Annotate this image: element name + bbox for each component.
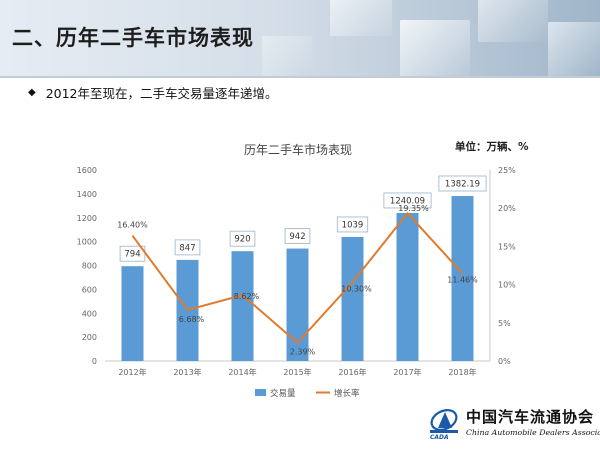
decorative-cube — [330, 0, 392, 36]
line-data-label: 6.68% — [179, 315, 205, 324]
bar-data-label: 1240.09 — [390, 196, 425, 206]
legend-swatch-bar — [255, 389, 266, 396]
bar-label-box — [229, 230, 256, 247]
line-data-label: 16.40% — [117, 221, 148, 230]
bullet-text: 2012年至现在，二手车交易量逐年递增。 — [45, 86, 278, 101]
x-tick-label: 2012年 — [118, 367, 146, 377]
decorative-cube — [478, 0, 548, 42]
left-tick-label: 1200 — [77, 214, 97, 223]
bar-label-box — [336, 216, 369, 233]
right-tick-label: 0% — [498, 357, 511, 366]
bar — [231, 251, 254, 361]
logo-abbr: CADA — [430, 434, 449, 441]
line-data-label: 19.35% — [398, 204, 429, 213]
bar-data-label: 1039 — [342, 220, 364, 230]
line-data-label: 2.39% — [290, 348, 316, 357]
right-tick-label: 20% — [498, 204, 516, 213]
left-tick-label: 800 — [82, 262, 97, 271]
line-data-label: 11.46% — [447, 275, 478, 284]
right-axis-ticks: 0% 5% 10% 15% 20% 25% — [498, 166, 516, 366]
left-tick-label: 600 — [82, 285, 97, 294]
bar-data-label: 942 — [289, 232, 305, 242]
line-data-labels: 16.40% 6.68% 8.62% 2.39% 10.30% 19.35% 11.46% — [117, 204, 478, 357]
left-tick-label: 400 — [82, 309, 97, 318]
bar — [451, 196, 474, 361]
bar-label-box — [438, 175, 487, 192]
left-tick-label: 1600 — [77, 166, 97, 175]
left-axis-ticks: 0 200 400 600 800 1000 1200 1400 1600 — [77, 166, 97, 366]
line-data-label: 8.62% — [234, 292, 260, 301]
decorative-cube — [400, 20, 470, 76]
legend: 交易量 增长率 — [255, 388, 360, 399]
bar — [396, 212, 419, 361]
right-tick-label: 5% — [498, 319, 511, 328]
left-tick-label: 1000 — [77, 238, 97, 247]
diamond-bullet-icon: ◆ — [28, 87, 36, 98]
bar-data-labels: 794 847 920 942 1039 1240.09 1382.19 — [119, 175, 487, 262]
right-tick-label: 15% — [498, 242, 516, 251]
x-tick-label: 2015年 — [283, 367, 311, 377]
bar-label-box — [284, 228, 311, 244]
bar-label-box — [174, 239, 201, 256]
bar-label-box — [383, 192, 432, 209]
x-tick-label: 2014年 — [228, 367, 256, 377]
x-tick-label: 2016年 — [338, 367, 366, 377]
chart-title: 历年二手车市场表现 — [244, 142, 352, 157]
decorative-cube — [548, 22, 600, 76]
legend-label-bar: 交易量 — [270, 388, 296, 399]
decorative-cube — [262, 36, 312, 76]
bullet-point: ◆ 2012年至现在，二手车交易量逐年递增。 — [28, 83, 278, 102]
header-divider — [0, 76, 600, 78]
bar-data-label: 1382.19 — [445, 180, 480, 190]
growth-line — [131, 212, 464, 344]
bar-data-label: 847 — [179, 243, 195, 253]
bar-series — [121, 196, 474, 361]
page-title: 二、历年二手车市场表现 — [12, 26, 254, 50]
legend-label-line: 增长率 — [334, 388, 360, 399]
cada-emblem-icon — [430, 409, 458, 433]
left-tick-label: 1400 — [77, 190, 97, 199]
left-tick-label: 0 — [92, 357, 97, 366]
bar — [286, 248, 309, 361]
header-banner: 二、历年二手车市场表现 — [0, 0, 600, 76]
x-axis-ticks: 2012年 2013年 2014年 2015年 2016年 2017年 2018年 — [118, 367, 476, 377]
x-tick-label: 2018年 — [448, 367, 476, 377]
line-series — [131, 212, 464, 344]
bar — [341, 236, 364, 361]
bar-data-label: 794 — [124, 250, 140, 260]
left-tick-label: 200 — [82, 333, 97, 342]
unit-note: 单位：万辆、% — [455, 140, 529, 153]
x-tick-label: 2013年 — [173, 367, 201, 377]
x-tick-label: 2017年 — [393, 367, 421, 377]
right-tick-label: 25% — [498, 166, 516, 175]
logo-chinese-name: 中国汽车流通协会 — [466, 408, 595, 426]
right-tick-label: 10% — [498, 281, 516, 290]
bar-data-label: 920 — [234, 235, 250, 245]
bar — [121, 266, 144, 361]
line-data-label: 10.30% — [341, 284, 372, 293]
logo-english-name: China Automobile Dealers Association — [466, 428, 600, 437]
cada-logo: CADA 中国汽车流通协会 China Automobile Dealers A… — [428, 404, 600, 448]
